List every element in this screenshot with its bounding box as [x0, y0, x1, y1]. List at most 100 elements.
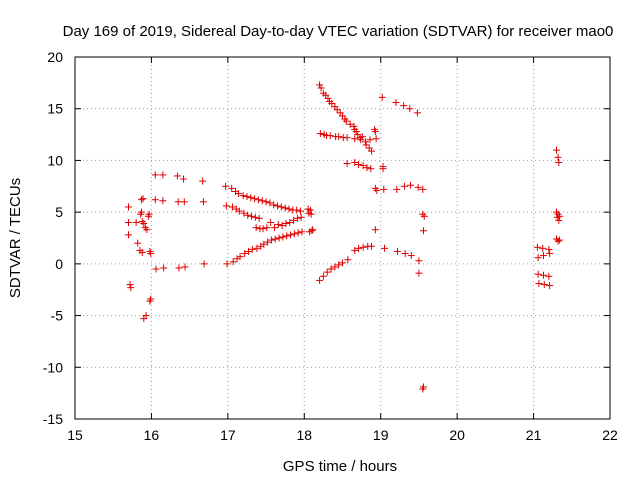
- data-point: [252, 224, 260, 232]
- data-point: [368, 242, 376, 250]
- data-point: [335, 133, 343, 141]
- data-point: [359, 243, 367, 251]
- data-point: [335, 261, 343, 269]
- data-point: [253, 244, 261, 252]
- data-point: [554, 153, 562, 161]
- data-point: [228, 203, 236, 211]
- data-point: [342, 117, 350, 125]
- data-point: [413, 109, 421, 117]
- data-point: [159, 197, 167, 205]
- data-point: [142, 312, 150, 320]
- data-point: [266, 199, 274, 207]
- data-point: [175, 264, 183, 272]
- y-tick-label: -5: [51, 308, 64, 324]
- data-point: [401, 250, 409, 258]
- data-point: [222, 182, 230, 190]
- data-point: [324, 94, 332, 102]
- data-point: [393, 185, 401, 193]
- data-point: [373, 186, 381, 194]
- data-point: [125, 203, 132, 211]
- x-tick-label: 16: [144, 427, 160, 443]
- data-point: [137, 208, 145, 216]
- data-point: [240, 209, 248, 217]
- y-axis-label: SDTVAR / TECUs: [7, 178, 24, 298]
- x-tick-labels: 15 16 17 18 19 20 21 22: [67, 427, 618, 443]
- data-point: [296, 207, 304, 215]
- data-point: [358, 133, 366, 141]
- data-point: [243, 193, 251, 201]
- data-point: [361, 138, 369, 146]
- data-point: [540, 271, 548, 279]
- data-point: [235, 207, 243, 215]
- data-point: [274, 202, 282, 210]
- data-point: [344, 256, 352, 264]
- data-point: [173, 172, 181, 180]
- data-point: [281, 204, 289, 212]
- data-point: [306, 206, 314, 214]
- data-point: [140, 220, 148, 228]
- x-axis-label: GPS time / hours: [283, 458, 397, 475]
- data-point: [222, 202, 230, 210]
- data-point: [359, 162, 367, 170]
- y-tick-label: 5: [55, 204, 63, 220]
- data-point: [151, 171, 159, 179]
- data-points: [125, 81, 564, 393]
- y-tick-label: 15: [47, 101, 63, 117]
- grid: [75, 57, 610, 419]
- data-point: [381, 244, 389, 252]
- data-point: [371, 226, 379, 234]
- data-point: [236, 253, 244, 261]
- data-point: [287, 231, 295, 239]
- data-point: [534, 254, 542, 262]
- data-point: [535, 280, 543, 288]
- data-point: [533, 243, 541, 251]
- data-point: [199, 198, 207, 206]
- data-point: [267, 218, 275, 226]
- data-point: [363, 164, 371, 172]
- data-point: [415, 257, 423, 265]
- data-point: [556, 236, 564, 244]
- data-point: [274, 221, 282, 229]
- data-point: [317, 84, 325, 92]
- data-point: [255, 214, 263, 222]
- data-point: [420, 383, 428, 391]
- data-point: [323, 268, 331, 276]
- data-point: [406, 105, 414, 113]
- data-point: [294, 229, 302, 237]
- data-point: [407, 181, 415, 189]
- data-point: [137, 196, 145, 204]
- data-point: [258, 197, 266, 205]
- data-point: [297, 213, 305, 221]
- data-point: [275, 234, 283, 242]
- y-tick-label: 0: [55, 256, 63, 272]
- data-point: [251, 195, 259, 203]
- data-point: [285, 205, 293, 213]
- x-tick-label: 20: [449, 427, 465, 443]
- data-point: [174, 198, 182, 206]
- data-point: [254, 196, 262, 204]
- data-point: [351, 158, 359, 166]
- data-point: [251, 213, 259, 221]
- chart-title: Day 169 of 2019, Sidereal Day-to-day VTE…: [63, 23, 614, 40]
- data-point: [147, 295, 155, 303]
- data-point: [286, 218, 294, 226]
- data-point: [540, 281, 548, 289]
- data-point: [357, 136, 365, 144]
- data-point: [125, 231, 132, 239]
- x-tick-label: 18: [296, 427, 312, 443]
- data-point: [378, 93, 386, 101]
- data-point: [235, 190, 243, 198]
- data-point: [279, 233, 287, 241]
- data-point: [333, 106, 341, 114]
- data-point: [263, 224, 271, 232]
- data-point: [400, 182, 408, 190]
- data-point: [126, 281, 134, 289]
- data-point: [223, 260, 231, 268]
- data-point: [278, 222, 286, 230]
- data-point: [379, 165, 387, 173]
- data-point: [368, 147, 376, 155]
- data-point: [555, 216, 563, 224]
- data-point: [394, 247, 402, 255]
- data-point: [372, 135, 380, 143]
- data-point: [371, 127, 379, 135]
